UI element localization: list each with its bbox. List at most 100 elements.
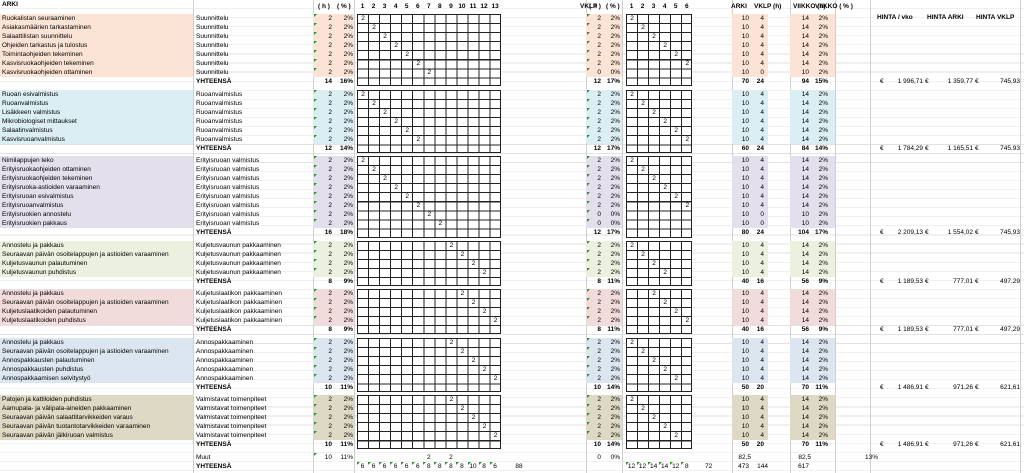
group-total-label: YHTEENSÄ — [196, 441, 232, 449]
task-category: Annospakkaaminen — [196, 365, 254, 373]
comment-marker-icon — [423, 461, 427, 465]
comment-marker-icon — [314, 174, 317, 178]
grand-vklp-day: 12 — [672, 462, 680, 470]
week-percent: 2% — [818, 117, 828, 125]
vklp-percent: 2% — [610, 33, 620, 41]
header-vklp-day: 3 — [651, 3, 656, 10]
day-grid — [357, 240, 501, 286]
vklp-percent: 2% — [610, 396, 620, 403]
vklp-hours: 2 — [597, 166, 601, 174]
week-percent: 2% — [818, 405, 828, 413]
group-vklp-percent: 14% — [606, 383, 620, 391]
task-name: Ohjeiden tarkastus ja tulostus — [2, 42, 88, 50]
group-band — [586, 337, 622, 383]
week-percent: 2% — [818, 166, 828, 174]
day-hours: 2 — [405, 126, 409, 134]
header-vklp-day: 2 — [640, 3, 645, 10]
arki-hours: 10 — [741, 405, 749, 413]
header-day: 13 — [491, 3, 499, 10]
vklp-total-hours: 4 — [760, 157, 764, 165]
group-band — [0, 14, 193, 78]
vklp-percent: 0% — [610, 211, 620, 219]
vklp-hours: 0 — [597, 220, 601, 228]
vklp-day-hours: 2 — [663, 423, 667, 431]
vklp-percent: 0% — [610, 220, 620, 228]
vklp-day-hours: 2 — [641, 166, 645, 174]
group-band — [0, 240, 193, 277]
week-percent: 2% — [818, 90, 828, 98]
task-percent: 2% — [343, 24, 353, 32]
header-day: 11 — [469, 3, 477, 10]
task-hours: 2 — [328, 135, 332, 143]
vklp-hours: 2 — [597, 175, 601, 183]
task-hours: 2 — [328, 90, 332, 98]
task-category: Erityisruoan valmistus — [196, 175, 260, 183]
group-week-percent: 14% — [814, 144, 828, 152]
vklp-percent: 2% — [610, 108, 620, 116]
task-hours: 2 — [328, 42, 332, 50]
day-hours: 2 — [471, 356, 476, 364]
vklp-total-hours: 4 — [760, 184, 764, 192]
task-percent: 2% — [343, 347, 353, 355]
day-hours: 2 — [416, 135, 421, 143]
task-percent: 2% — [343, 356, 353, 364]
day-hours: 2 — [416, 202, 421, 210]
group-week-percent: 11% — [815, 441, 828, 449]
vklp-percent: 2% — [610, 250, 620, 258]
task-category: Ruoanvalmistus — [196, 108, 243, 116]
task-percent: 2% — [343, 290, 353, 298]
task-percent: 2% — [343, 259, 353, 267]
group-vklp-hours: 12 — [593, 144, 601, 152]
vklp-hours: 2 — [597, 299, 601, 307]
group-band — [0, 395, 193, 441]
task-percent: 2% — [343, 184, 353, 192]
week-percent: 2% — [818, 15, 828, 22]
week-hours: 14 — [801, 51, 809, 59]
task-name: Kuljetuslaatikoiden palautuminen — [2, 308, 98, 316]
task-name: Erityisruokien pakkaus — [2, 220, 68, 228]
week-percent: 2% — [818, 365, 828, 373]
week-hours: 14 — [801, 268, 809, 276]
group-band — [313, 337, 354, 383]
week-percent: 2% — [818, 356, 828, 364]
header-vklp: VKLP — [580, 3, 598, 10]
muut-pct: 13% — [864, 453, 878, 461]
vklp-total-hours: 4 — [760, 423, 764, 431]
grand-vklp: 144 — [757, 462, 768, 470]
currency-icon: € — [925, 441, 929, 449]
comment-marker-icon — [314, 289, 317, 293]
comment-marker-icon — [587, 134, 590, 138]
group-band — [313, 240, 354, 277]
comment-marker-icon — [587, 50, 590, 54]
grand-day-total: 6 — [404, 462, 409, 470]
vklp-day-hours: 2 — [630, 396, 634, 403]
task-name: Erityisruokaohjeiden tekeminen — [2, 175, 93, 183]
task-hours: 2 — [328, 268, 332, 276]
day-hours: 2 — [471, 299, 476, 307]
arki-hours: 10 — [741, 347, 749, 355]
vklp-day-grid — [626, 156, 693, 238]
grand-day-total: 10 — [469, 462, 477, 470]
comment-marker-icon — [587, 316, 590, 320]
vklp-hours: 2 — [597, 42, 601, 50]
arki-hours: 10 — [741, 166, 749, 174]
comment-marker-icon — [314, 165, 317, 169]
grand-vklp-day: 8 — [684, 462, 689, 470]
task-hours: 2 — [328, 432, 332, 440]
group-week-percent: 9% — [818, 326, 828, 334]
group-band — [0, 337, 193, 383]
week-hours: 14 — [801, 347, 809, 355]
day-hours: 2 — [460, 347, 465, 355]
week-hours: 14 — [801, 108, 809, 116]
currency-icon: € — [925, 229, 929, 237]
week-hours: 10 — [801, 69, 809, 77]
task-hours: 2 — [328, 126, 332, 134]
header-arki: ARKI — [2, 1, 18, 8]
day-grid — [357, 289, 501, 335]
week-hours: 14 — [801, 166, 809, 174]
group-week-total: 70 — [801, 441, 809, 449]
week-hours: 14 — [801, 250, 809, 258]
vklp-percent: 2% — [610, 338, 620, 346]
vklp-day-hours: 2 — [674, 193, 678, 201]
grand-vklp-day: 12 — [627, 462, 636, 470]
